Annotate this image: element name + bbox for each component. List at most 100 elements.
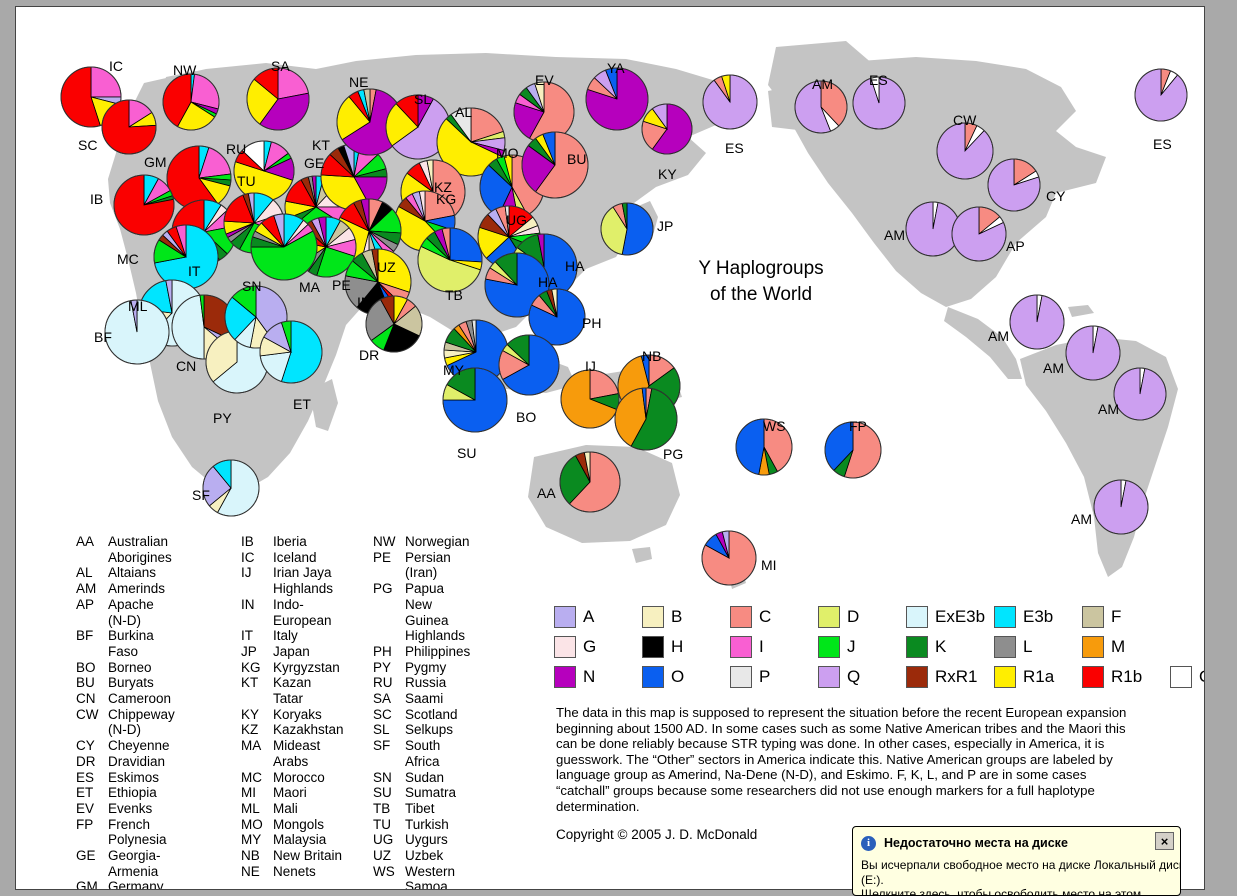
pie-chart-TB[interactable]: [417, 227, 483, 293]
pie-chart-AM[interactable]: [1065, 325, 1121, 381]
color-swatch: [554, 636, 576, 658]
haplogroup-legend-item: F: [1082, 606, 1170, 628]
abbrev-code: JP: [241, 643, 257, 659]
abbrev-row: IN Indo-European: [241, 597, 344, 628]
abbrev-code: AL: [76, 565, 93, 581]
pie-outline: [162, 73, 220, 131]
pie-chart-MA[interactable]: [250, 213, 318, 281]
pie-label-ES: ES: [725, 140, 744, 156]
pie-chart-AL[interactable]: [436, 107, 506, 177]
pie-chart-MC[interactable]: [153, 224, 219, 290]
pie-chart-PG[interactable]: [614, 387, 678, 451]
pie-outline: [1093, 479, 1149, 535]
pie-chart-EV[interactable]: [513, 81, 575, 143]
pie-outline: [521, 131, 589, 199]
pie-chart-AM[interactable]: [1009, 294, 1065, 350]
pie-chart-IJ[interactable]: [560, 369, 620, 429]
pie-chart-RU[interactable]: [233, 140, 295, 202]
abbrev-name: Georgia-Armenia: [108, 848, 161, 879]
color-swatch: [554, 606, 576, 628]
pie-label-AM: AM: [884, 227, 905, 243]
pie-chart-HA[interactable]: [484, 252, 550, 318]
abbrev-row: MA Mideast Arabs: [241, 738, 344, 769]
abbrev-name: Apache (N-D): [108, 596, 154, 628]
pie-chart-ES[interactable]: [852, 76, 906, 130]
abbrev-row: NW Norwegian: [373, 534, 470, 550]
abbrev-name: Selkups: [405, 722, 454, 738]
pie-chart-AM[interactable]: [794, 80, 848, 134]
pie-outline: [528, 288, 586, 346]
pie-chart-WS[interactable]: [735, 418, 793, 476]
pie-outline: [559, 451, 621, 513]
pie-chart-GM[interactable]: [166, 145, 232, 211]
pie-chart-KY[interactable]: [641, 103, 693, 155]
pie-chart-AM[interactable]: [1093, 479, 1149, 535]
abbrev-row: ES Eskimos: [76, 770, 175, 786]
pie-chart-SA[interactable]: [246, 67, 310, 131]
pie-outline: [701, 530, 757, 586]
pie-chart-AP[interactable]: [951, 206, 1007, 262]
haplogroup-legend-item: Other: [1170, 666, 1204, 688]
abbrev-code: EV: [76, 800, 95, 816]
disk-space-notification[interactable]: i Недостаточно места на диске × Вы исчер…: [852, 826, 1181, 896]
haplogroup-legend-item: C: [730, 606, 818, 628]
abbrev-name: Sumatra: [405, 785, 457, 801]
pie-label-SC: SC: [78, 137, 98, 153]
pie-label-HA: HA: [538, 274, 558, 290]
pie-outline: [436, 107, 506, 177]
pie-chart-FP[interactable]: [824, 421, 882, 479]
haplogroup-label: Other: [1199, 667, 1204, 687]
pie-outline: [936, 122, 994, 180]
pie-chart-IB[interactable]: [113, 174, 175, 236]
pie-chart-MI[interactable]: [701, 530, 757, 586]
pie-chart-SC[interactable]: [101, 99, 157, 155]
haplogroup-legend-item: I: [730, 636, 818, 658]
abbrev-code: MA: [241, 738, 262, 754]
abbrev-code: SA: [373, 691, 392, 707]
pie-chart-DR[interactable]: [365, 295, 423, 353]
pie-chart-SL[interactable]: [385, 94, 451, 160]
pie-chart-AA[interactable]: [559, 451, 621, 513]
abbrev-row: KG Kyrgyzstan: [241, 660, 344, 676]
abbrev-name: Tibet: [405, 800, 435, 816]
haplogroup-legend-item: P: [730, 666, 818, 688]
abbrev-row: MO Mongols: [241, 817, 344, 833]
pie-label-MI: MI: [761, 557, 777, 573]
pie-label-PG: PG: [663, 446, 684, 462]
pie-label-PH: PH: [582, 315, 602, 331]
pie-chart-SU[interactable]: [442, 367, 508, 433]
abbrev-name: Scotland: [405, 706, 458, 722]
pie-outline: [987, 158, 1041, 212]
pie-chart-ET[interactable]: [259, 320, 323, 384]
abbrev-name: Australian: [108, 534, 169, 549]
pie-chart-NW[interactable]: [162, 73, 220, 131]
abbrev-row: BO Borneo: [76, 660, 175, 676]
pie-chart-JP[interactable]: [600, 202, 654, 256]
abbrev-row: CN Cameroon: [76, 691, 175, 707]
abbrev-row: TU Turkish: [373, 817, 470, 833]
pie-chart-IC[interactable]: [60, 66, 122, 128]
pie-chart-ES[interactable]: [1134, 68, 1188, 122]
pie-chart-SF[interactable]: [202, 459, 260, 517]
pie-chart-BO[interactable]: [498, 334, 560, 396]
pie-chart-PH[interactable]: [528, 288, 586, 346]
pie-chart-YA[interactable]: [585, 67, 649, 131]
pie-chart-CW[interactable]: [936, 122, 994, 180]
abbrev-name-continued: Aborigines: [108, 549, 172, 565]
pie-outline: [824, 421, 882, 479]
abbrev-name: Nenets: [273, 863, 316, 879]
pie-chart-MY[interactable]: [443, 319, 509, 385]
pie-chart-ES[interactable]: [702, 74, 758, 130]
abbrev-name: South Africa: [405, 738, 441, 769]
haplogroup-label: ExE3b: [935, 607, 986, 626]
haplogroup-legend-item: G: [554, 636, 642, 658]
color-swatch: [994, 636, 1016, 658]
close-icon[interactable]: ×: [1155, 832, 1174, 850]
pie-chart-BU[interactable]: [521, 131, 589, 199]
pie-chart-BF[interactable]: [104, 299, 170, 365]
pie-chart-AM[interactable]: [1113, 367, 1167, 421]
pie-chart-AM[interactable]: [905, 201, 961, 257]
pie-label-AM: AM: [1043, 360, 1064, 376]
pie-chart-CY[interactable]: [987, 158, 1041, 212]
pie-label-TB: TB: [445, 287, 463, 303]
